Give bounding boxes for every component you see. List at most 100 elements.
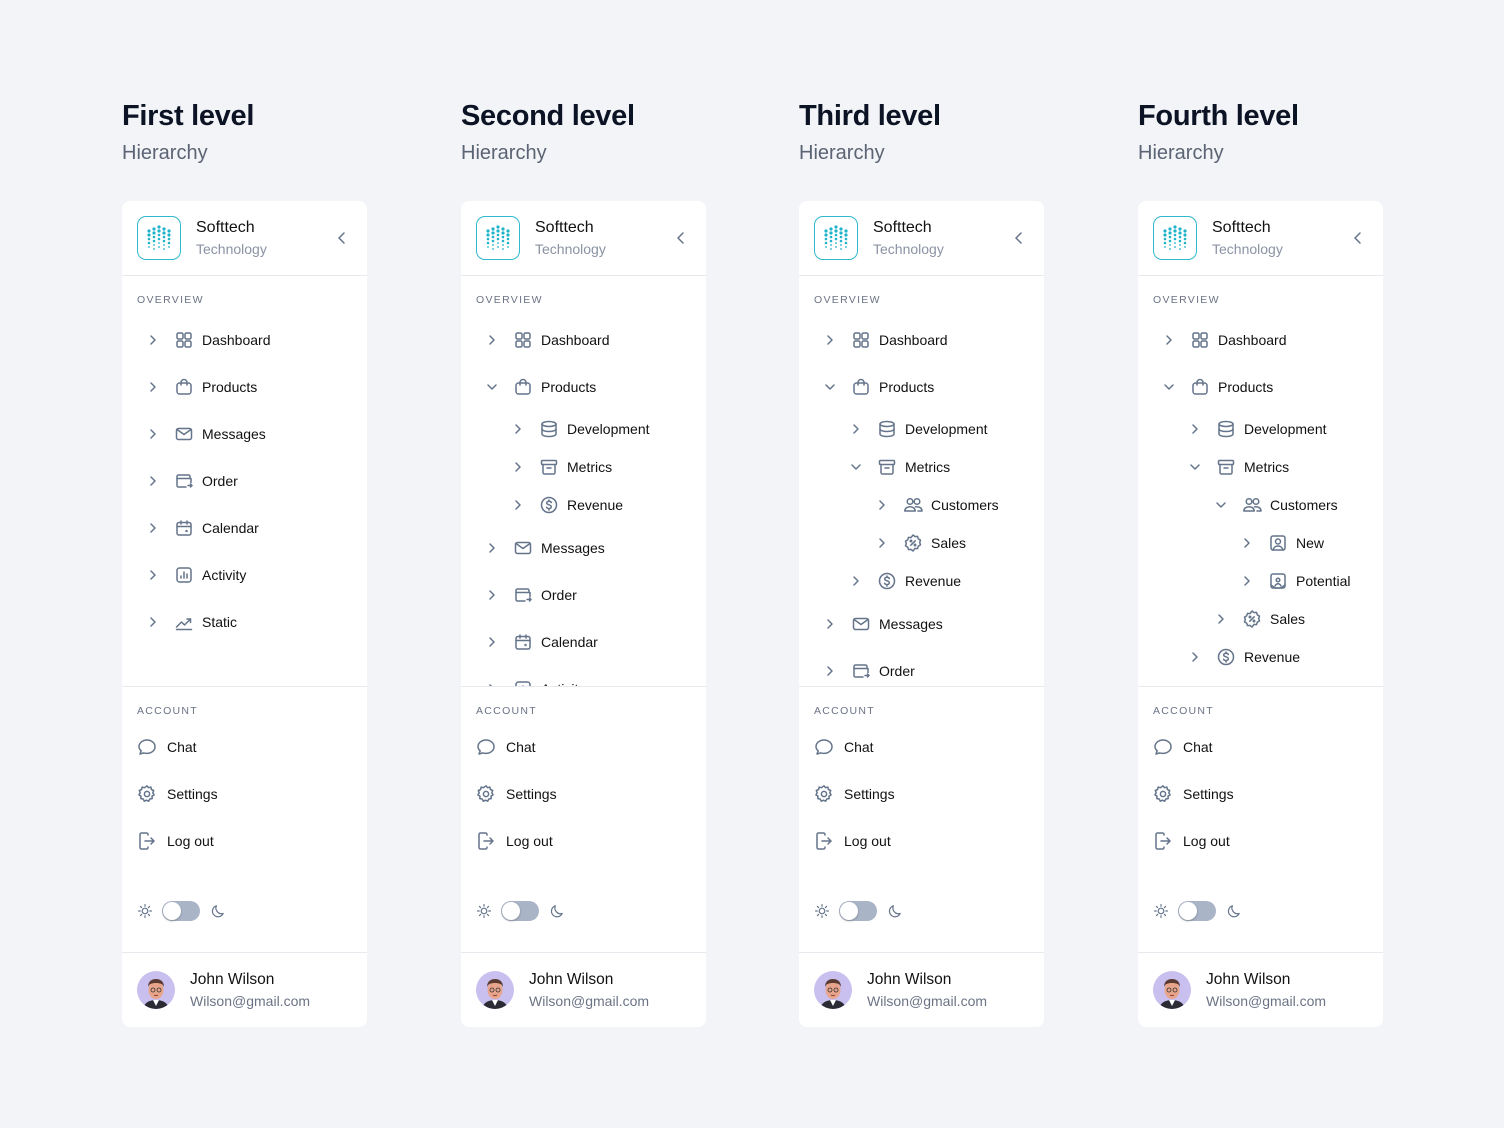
nav-item-products[interactable]: Products: [461, 363, 706, 410]
nav-item-revenue[interactable]: Revenue: [461, 486, 706, 524]
nav-item-activity[interactable]: Activity: [122, 551, 367, 598]
chevron-right-icon[interactable]: [1189, 423, 1201, 435]
nav-item-messages[interactable]: Messages: [122, 410, 367, 457]
chevron-right-icon[interactable]: [486, 589, 498, 601]
nav-item-messages[interactable]: Messages: [461, 524, 706, 571]
account-item-settings[interactable]: Settings: [1138, 770, 1383, 817]
moon-icon[interactable]: [549, 903, 565, 919]
nav-item-revenue[interactable]: Revenue: [799, 562, 1044, 600]
nav-item-potential[interactable]: Potential: [1138, 562, 1383, 600]
nav-item-calendar[interactable]: Calendar: [461, 618, 706, 665]
nav-item-metrics[interactable]: Metrics: [799, 448, 1044, 486]
chevron-right-icon[interactable]: [486, 683, 498, 688]
user-profile[interactable]: John Wilson Wilson@gmail.com: [799, 952, 1044, 1027]
chevron-right-icon[interactable]: [824, 618, 836, 630]
chevron-right-icon[interactable]: [512, 423, 524, 435]
chevron-right-icon[interactable]: [486, 636, 498, 648]
theme-toggle[interactable]: [839, 901, 877, 921]
nav-item-revenue[interactable]: Revenue: [1138, 638, 1383, 676]
chevron-right-icon[interactable]: [1189, 651, 1201, 663]
theme-toggle[interactable]: [1178, 901, 1216, 921]
collapse-sidebar-icon[interactable]: [335, 230, 349, 246]
nav-item-static[interactable]: Static: [122, 598, 367, 645]
nav-item-dashboard[interactable]: Dashboard: [1138, 316, 1383, 363]
chevron-down-icon[interactable]: [850, 461, 862, 473]
account-item-settings[interactable]: Settings: [461, 770, 706, 817]
chevron-right-icon[interactable]: [147, 616, 159, 628]
nav-item-metrics[interactable]: Metrics: [1138, 448, 1383, 486]
nav-item-customers[interactable]: Customers: [799, 486, 1044, 524]
moon-icon[interactable]: [887, 903, 903, 919]
nav-item-sales[interactable]: Sales: [1138, 600, 1383, 638]
sun-icon[interactable]: [1153, 903, 1169, 919]
collapse-sidebar-icon[interactable]: [1351, 230, 1365, 246]
account-item-settings[interactable]: Settings: [799, 770, 1044, 817]
nav-item-dashboard[interactable]: Dashboard: [799, 316, 1044, 363]
nav-item-order[interactable]: Order: [122, 457, 367, 504]
nav-item-development[interactable]: Development: [461, 410, 706, 448]
sun-icon[interactable]: [137, 903, 153, 919]
chevron-right-icon[interactable]: [486, 542, 498, 554]
nav-item-products[interactable]: Products: [1138, 363, 1383, 410]
chevron-right-icon[interactable]: [1241, 575, 1253, 587]
sun-icon[interactable]: [476, 903, 492, 919]
overview-section[interactable]: OVERVIEW Dashboard Products Messages Order C…: [122, 276, 367, 687]
account-item-settings[interactable]: Settings: [122, 770, 367, 817]
nav-item-development[interactable]: Development: [799, 410, 1044, 448]
chevron-right-icon[interactable]: [147, 475, 159, 487]
chevron-right-icon[interactable]: [850, 575, 862, 587]
moon-icon[interactable]: [210, 903, 226, 919]
chevron-right-icon[interactable]: [147, 334, 159, 346]
nav-item-new[interactable]: New: [1138, 524, 1383, 562]
chevron-right-icon[interactable]: [147, 522, 159, 534]
nav-item-metrics[interactable]: Metrics: [461, 448, 706, 486]
account-item-log-out[interactable]: Log out: [799, 817, 1044, 864]
overview-section[interactable]: OVERVIEW Dashboard Products Development Met…: [1138, 276, 1383, 687]
chevron-right-icon[interactable]: [512, 461, 524, 473]
account-item-chat[interactable]: Chat: [1138, 723, 1383, 770]
account-item-log-out[interactable]: Log out: [1138, 817, 1383, 864]
user-profile[interactable]: John Wilson Wilson@gmail.com: [122, 952, 367, 1027]
chevron-right-icon[interactable]: [1215, 613, 1227, 625]
chevron-right-icon[interactable]: [850, 423, 862, 435]
chevron-right-icon[interactable]: [512, 499, 524, 511]
user-profile[interactable]: John Wilson Wilson@gmail.com: [1138, 952, 1383, 1027]
account-item-chat[interactable]: Chat: [461, 723, 706, 770]
chevron-down-icon[interactable]: [1189, 461, 1201, 473]
account-item-chat[interactable]: Chat: [122, 723, 367, 770]
moon-icon[interactable]: [1226, 903, 1242, 919]
nav-item-messages[interactable]: Messages: [799, 600, 1044, 647]
sun-icon[interactable]: [814, 903, 830, 919]
chevron-right-icon[interactable]: [147, 428, 159, 440]
nav-item-products[interactable]: Products: [122, 363, 367, 410]
chevron-right-icon[interactable]: [876, 499, 888, 511]
account-item-chat[interactable]: Chat: [799, 723, 1044, 770]
nav-item-dashboard[interactable]: Dashboard: [122, 316, 367, 363]
nav-item-products[interactable]: Products: [799, 363, 1044, 410]
chevron-right-icon[interactable]: [147, 381, 159, 393]
account-item-log-out[interactable]: Log out: [461, 817, 706, 864]
theme-toggle[interactable]: [501, 901, 539, 921]
overview-section[interactable]: OVERVIEW Dashboard Products Development Met…: [799, 276, 1044, 687]
chevron-down-icon[interactable]: [486, 381, 498, 393]
nav-item-order[interactable]: Order: [799, 647, 1044, 686]
user-profile[interactable]: John Wilson Wilson@gmail.com: [461, 952, 706, 1027]
nav-item-development[interactable]: Development: [1138, 410, 1383, 448]
nav-item-order[interactable]: Order: [461, 571, 706, 618]
chevron-right-icon[interactable]: [876, 537, 888, 549]
chevron-right-icon[interactable]: [486, 334, 498, 346]
chevron-right-icon[interactable]: [147, 569, 159, 581]
account-item-log-out[interactable]: Log out: [122, 817, 367, 864]
chevron-right-icon[interactable]: [1241, 537, 1253, 549]
nav-item-dashboard[interactable]: Dashboard: [461, 316, 706, 363]
chevron-down-icon[interactable]: [1163, 381, 1175, 393]
theme-toggle[interactable]: [162, 901, 200, 921]
chevron-right-icon[interactable]: [824, 334, 836, 346]
nav-item-sales[interactable]: Sales: [799, 524, 1044, 562]
nav-item-activity[interactable]: Activity: [461, 665, 706, 688]
collapse-sidebar-icon[interactable]: [674, 230, 688, 246]
chevron-right-icon[interactable]: [824, 665, 836, 677]
chevron-down-icon[interactable]: [1215, 499, 1227, 511]
chevron-down-icon[interactable]: [824, 381, 836, 393]
nav-item-calendar[interactable]: Calendar: [122, 504, 367, 551]
